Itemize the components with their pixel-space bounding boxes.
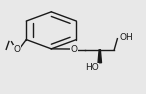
Polygon shape (98, 50, 101, 63)
Text: OH: OH (119, 33, 133, 42)
Text: O: O (70, 45, 77, 54)
Text: HO: HO (85, 63, 99, 72)
Text: O: O (14, 45, 21, 54)
